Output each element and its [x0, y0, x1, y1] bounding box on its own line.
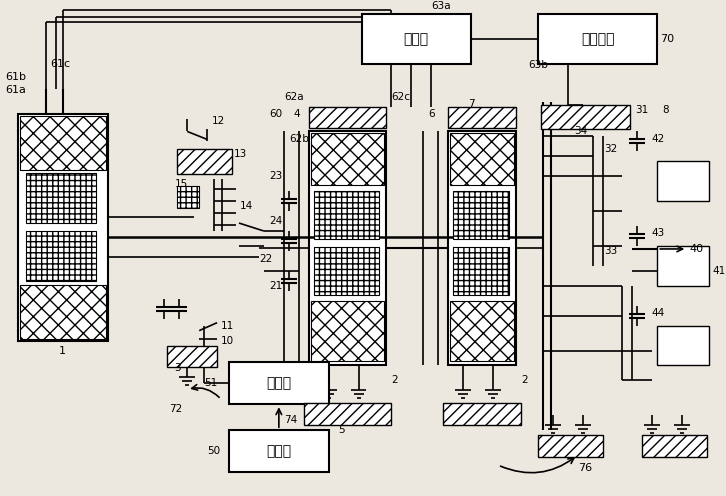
- Text: 24: 24: [269, 216, 282, 226]
- Bar: [20, 116, 105, 170]
- Text: 40: 40: [689, 244, 703, 254]
- Text: 63b: 63b: [528, 60, 547, 70]
- Text: 62b: 62b: [289, 134, 309, 144]
- Text: 61b: 61b: [5, 71, 26, 82]
- Text: 42: 42: [651, 134, 664, 144]
- Bar: [303, 403, 391, 425]
- Bar: [657, 246, 709, 286]
- Bar: [311, 301, 385, 361]
- Text: 41: 41: [712, 266, 725, 276]
- Bar: [453, 191, 509, 239]
- Text: 控制器: 控制器: [404, 32, 429, 46]
- Bar: [26, 173, 96, 223]
- Text: 11: 11: [221, 320, 234, 331]
- Bar: [657, 161, 709, 201]
- Text: 5: 5: [338, 425, 346, 435]
- Bar: [177, 186, 199, 208]
- Text: 23: 23: [269, 171, 282, 181]
- Text: 储能装置: 储能装置: [581, 32, 614, 46]
- Bar: [20, 285, 105, 339]
- Text: 13: 13: [234, 149, 248, 159]
- Bar: [362, 14, 471, 63]
- Text: 8: 8: [662, 105, 669, 115]
- Text: 51: 51: [204, 378, 217, 388]
- Text: 34: 34: [575, 126, 588, 136]
- Text: 62c: 62c: [391, 92, 410, 102]
- Text: 1: 1: [60, 346, 66, 356]
- Text: 61a: 61a: [5, 85, 26, 95]
- Text: 62a: 62a: [284, 92, 303, 102]
- Text: 72: 72: [169, 404, 182, 414]
- Text: 60: 60: [269, 109, 282, 119]
- Bar: [643, 435, 707, 457]
- Bar: [538, 14, 657, 63]
- Text: 74: 74: [284, 415, 297, 425]
- Text: 33: 33: [605, 246, 618, 256]
- Bar: [167, 346, 217, 368]
- Text: 22: 22: [259, 254, 272, 264]
- Bar: [448, 131, 516, 366]
- Bar: [538, 435, 603, 457]
- Bar: [443, 403, 521, 425]
- Text: 32: 32: [605, 144, 618, 154]
- Text: 10: 10: [221, 336, 234, 346]
- Text: 12: 12: [212, 117, 225, 126]
- Text: 43: 43: [651, 228, 664, 238]
- Text: 31: 31: [635, 105, 648, 115]
- Bar: [314, 191, 380, 239]
- Bar: [309, 131, 386, 366]
- Text: 15: 15: [175, 179, 189, 189]
- Bar: [314, 247, 380, 295]
- Bar: [26, 231, 96, 281]
- Text: 6: 6: [428, 109, 435, 119]
- Text: 2: 2: [521, 375, 528, 385]
- Bar: [541, 105, 630, 129]
- Bar: [657, 326, 709, 366]
- Bar: [448, 107, 516, 128]
- Text: 70: 70: [660, 34, 674, 44]
- Text: 发动机: 发动机: [266, 444, 291, 458]
- Text: 2: 2: [391, 375, 398, 385]
- Bar: [229, 430, 329, 472]
- Bar: [453, 247, 509, 295]
- Text: 44: 44: [651, 308, 664, 318]
- Bar: [229, 363, 329, 404]
- Bar: [309, 107, 386, 128]
- Text: 76: 76: [578, 463, 592, 473]
- Text: 50: 50: [207, 446, 220, 456]
- Text: 7: 7: [468, 99, 475, 109]
- Text: 14: 14: [240, 201, 253, 211]
- Bar: [18, 114, 107, 341]
- Bar: [177, 149, 232, 174]
- Bar: [450, 301, 514, 361]
- Text: 4: 4: [294, 109, 301, 119]
- Text: 联轴器: 联轴器: [266, 376, 291, 390]
- Bar: [311, 133, 385, 185]
- Text: 63a: 63a: [431, 1, 451, 11]
- Text: 3: 3: [174, 364, 181, 373]
- Text: 21: 21: [269, 281, 282, 291]
- Text: 61c: 61c: [50, 59, 70, 69]
- Bar: [450, 133, 514, 185]
